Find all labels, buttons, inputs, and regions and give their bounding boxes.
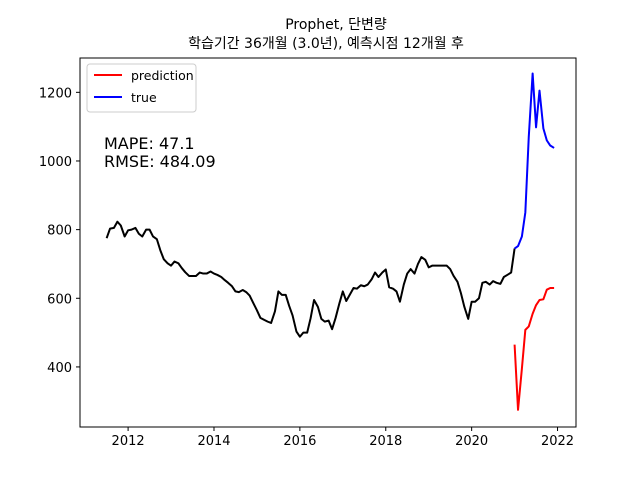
x-tick-label: 2022: [541, 434, 574, 449]
mape-annotation: MAPE: 47.1: [104, 134, 195, 153]
x-tick-label: 2012: [112, 434, 145, 449]
x-tick-label: 2014: [197, 434, 230, 449]
x-tick-label: 2018: [369, 434, 402, 449]
x-tick-label: 2016: [283, 434, 316, 449]
y-tick-label: 600: [47, 292, 72, 307]
legend: prediction true: [86, 63, 197, 113]
y-tick-label: 1000: [39, 155, 72, 170]
y-tick-label: 400: [47, 361, 72, 376]
series-line-prediction: [513, 286, 555, 411]
legend-true-label: true: [131, 90, 157, 105]
legend-prediction-label: prediction: [131, 68, 194, 83]
series-layer: [105, 72, 555, 411]
x-tick-label: 2020: [455, 434, 488, 449]
y-tick-label: 800: [47, 224, 72, 239]
x-axis: 2012 2014 2016 2018 2020 2022: [112, 427, 574, 449]
y-tick-label: 1200: [39, 86, 72, 101]
rmse-annotation: RMSE: 484.09: [104, 152, 216, 171]
series-line-true: [514, 72, 555, 250]
chart-title: Prophet, 단변량: [285, 17, 387, 33]
plot-area-frame: [79, 57, 577, 428]
y-axis: 400 600 800 1000 1200: [39, 86, 80, 376]
series-line-history: [105, 220, 516, 338]
chart-subtitle: 학습기간 36개월 (3.0년), 예측시점 12개월 후: [188, 36, 464, 52]
